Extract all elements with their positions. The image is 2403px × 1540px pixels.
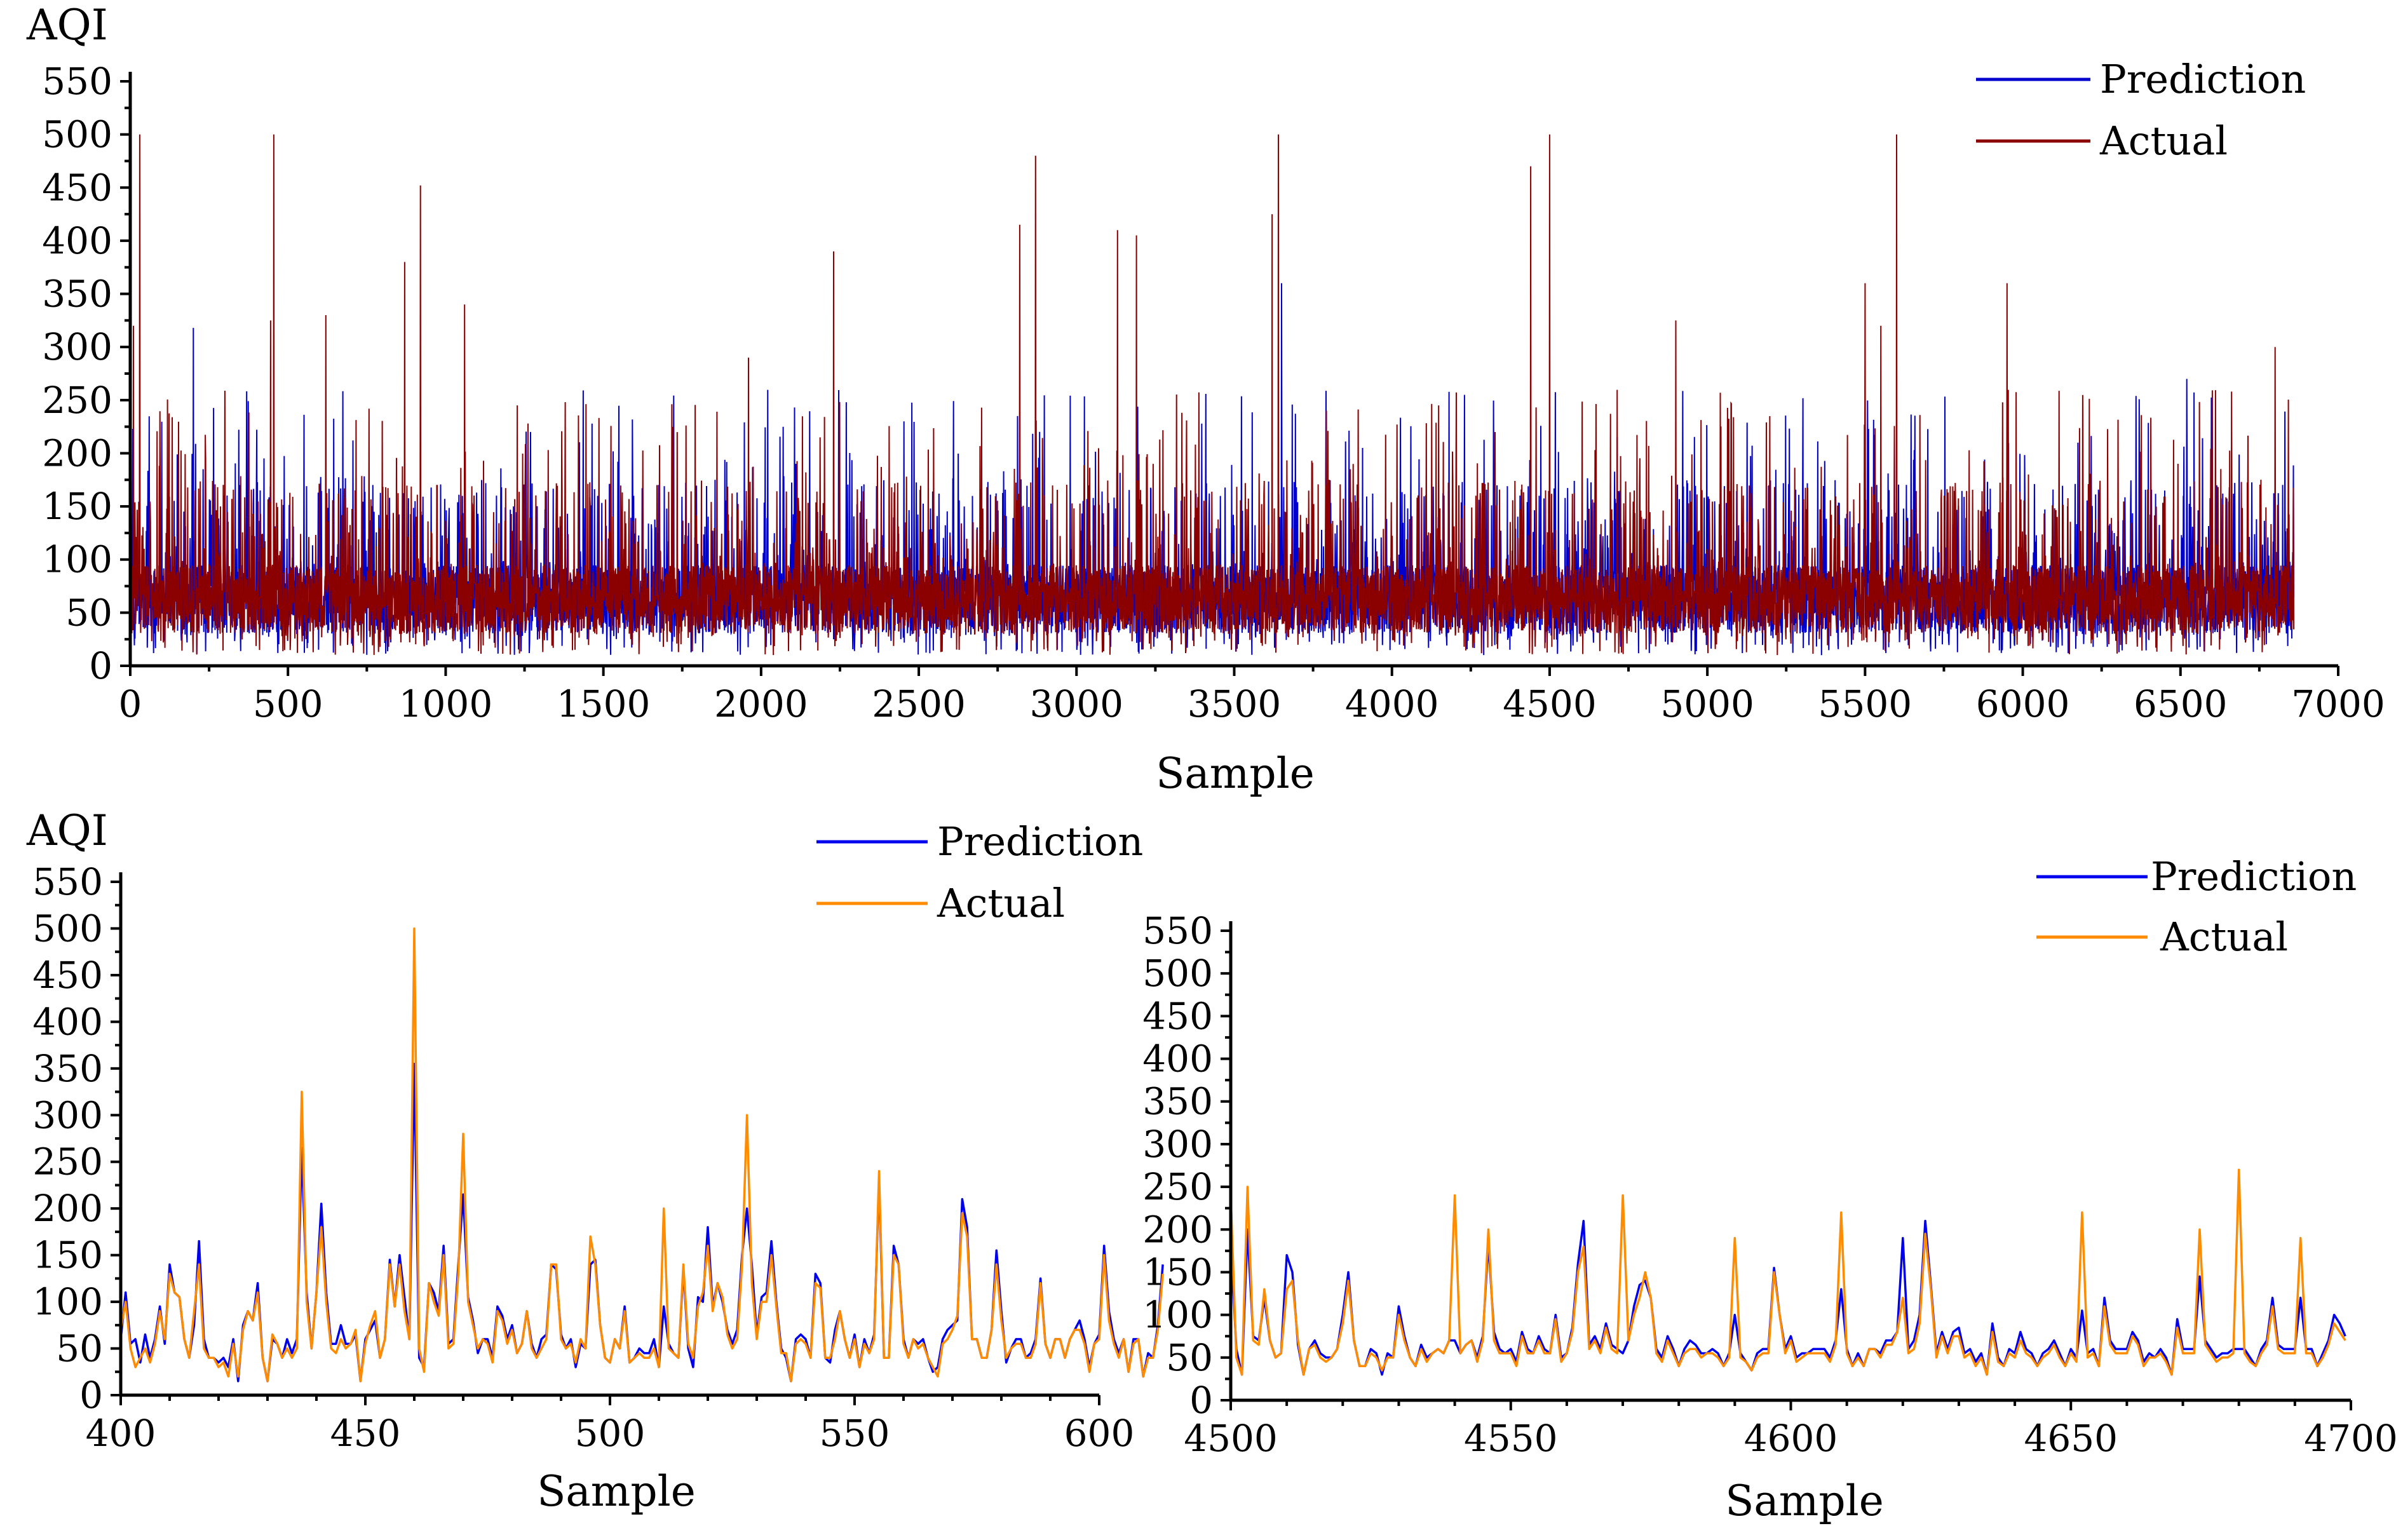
y-tick-label: 500 [1142,952,1213,995]
zoom2-legend-label-actual: Actual [2160,914,2288,960]
zoom2-series-prediction [1229,1220,2346,1376]
zoom1-series-prediction [119,1062,1164,1382]
overall-series-layer [130,134,2294,656]
y-tick-label: 0 [79,1374,103,1417]
overall-x-axis-title: Sample [1156,749,1315,798]
y-tick-label: 150 [1142,1250,1213,1293]
y-tick-label: 550 [42,60,112,103]
y-tick-label: 350 [32,1047,103,1090]
x-tick-label: 600 [1064,1412,1135,1455]
y-tick-label: 500 [42,113,112,156]
overall-y-axis-title: AQI [26,1,108,50]
zoom1-legend-label-prediction: Prediction [937,818,1143,865]
y-tick-label: 300 [32,1093,103,1137]
x-tick-label: 4550 [1464,1417,1558,1460]
y-tick-label: 400 [32,1000,103,1043]
zoom1-legend: Prediction Actual [816,818,1143,926]
y-tick-label: 200 [1142,1208,1213,1251]
y-tick-label: 450 [32,954,103,997]
y-tick-label: 150 [32,1234,103,1277]
x-tick-label: 4700 [2304,1417,2398,1460]
x-tick-label: 400 [86,1412,156,1455]
y-tick-label: 100 [42,538,112,581]
y-tick-label: 500 [32,907,103,950]
y-tick-label: 300 [1142,1123,1213,1166]
overall-legend-label-prediction: Prediction [2100,56,2306,102]
x-tick-label: 550 [820,1412,890,1455]
y-tick-label: 450 [1142,994,1213,1037]
zoom2-legend: Prediction Actual [2036,853,2357,960]
overall-legend-label-actual: Actual [2099,118,2228,164]
overall-legend: Prediction Actual [1976,56,2306,164]
zoom2-series-actual [1229,1168,2346,1376]
overall-series-actual [130,134,2294,656]
x-tick-label: 6500 [2134,682,2228,726]
x-tick-label: 500 [575,1412,646,1455]
x-tick-label: 7000 [2291,682,2385,726]
x-tick-label: 5500 [1818,682,1912,726]
y-tick-label: 250 [42,379,112,422]
y-tick-label: 100 [1142,1293,1213,1337]
y-tick-label: 50 [65,591,112,634]
y-tick-label: 250 [1142,1165,1213,1208]
zoom1-y-axis-title: AQI [26,806,108,855]
y-tick-label: 0 [89,644,112,687]
x-tick-label: 1000 [399,682,493,726]
x-tick-label: 1500 [557,682,651,726]
y-tick-label: 450 [42,166,112,209]
x-tick-label: 450 [330,1412,401,1455]
x-tick-label: 6000 [1976,682,2070,726]
x-tick-label: 4600 [1744,1417,1838,1460]
y-tick-label: 200 [32,1187,103,1230]
y-tick-label: 250 [32,1140,103,1184]
x-tick-label: 3000 [1029,682,1123,726]
y-tick-label: 50 [1166,1336,1213,1379]
zoom1-x-axis-title: Sample [537,1467,696,1516]
zoom2-legend-label-prediction: Prediction [2151,853,2357,900]
zoom1-series-layer [119,927,1164,1382]
zoom1-series-actual [119,927,1164,1382]
zoom2-series-layer [1229,1168,2346,1376]
y-tick-label: 350 [1142,1080,1213,1123]
y-tick-label: 200 [42,431,112,475]
x-tick-label: 5000 [1660,682,1754,726]
y-tick-label: 350 [42,273,112,316]
x-tick-label: 4650 [2024,1417,2118,1460]
zoom1-legend-label-actual: Actual [937,880,1065,926]
x-tick-label: 500 [253,682,323,726]
y-tick-label: 150 [42,485,112,528]
x-tick-label: 3500 [1188,682,1282,726]
y-tick-label: 550 [32,860,103,903]
x-tick-label: 4000 [1345,682,1439,726]
x-tick-label: 2000 [714,682,808,726]
y-tick-label: 400 [42,219,112,262]
x-tick-label: 4500 [1503,682,1597,726]
x-tick-label: 0 [119,682,142,726]
y-tick-label: 100 [32,1280,103,1323]
y-tick-label: 300 [42,325,112,368]
x-tick-label: 4500 [1184,1417,1278,1460]
zoom2-x-axis-title: Sample [1725,1476,1884,1525]
y-tick-label: 50 [56,1327,103,1370]
y-tick-label: 400 [1142,1037,1213,1081]
x-tick-label: 2500 [872,682,966,726]
y-tick-label: 0 [1189,1379,1213,1422]
y-tick-label: 550 [1142,909,1213,952]
